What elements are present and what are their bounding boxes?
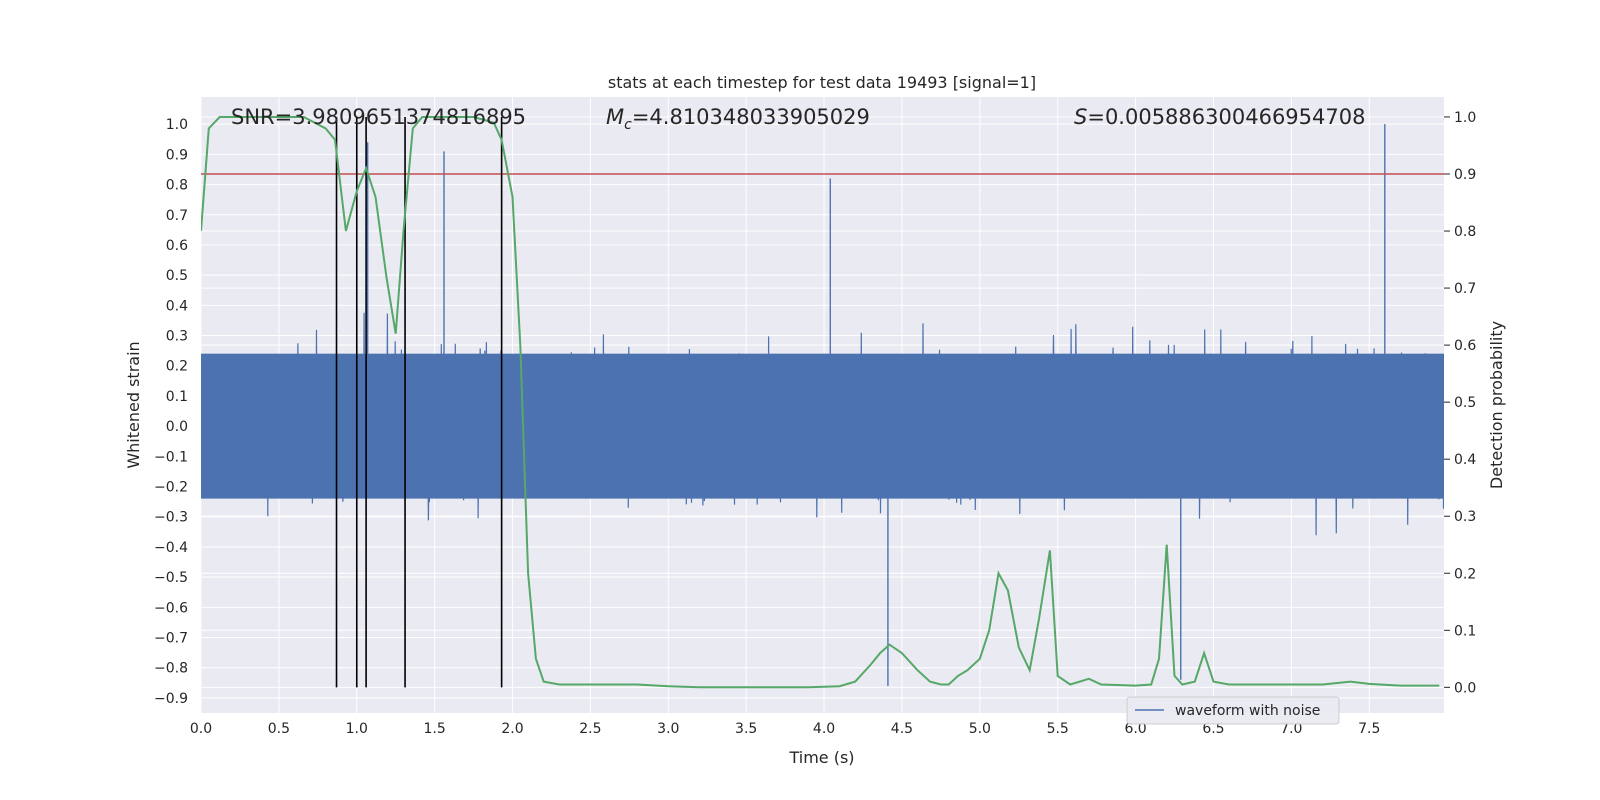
s-value: =0.005886300466954708 bbox=[1087, 105, 1365, 129]
y-right-tick-label: 0.1 bbox=[1454, 623, 1476, 639]
y-left-tick-label: 0.3 bbox=[166, 329, 188, 345]
y-right-tick-label: 0.3 bbox=[1454, 509, 1476, 525]
chirp-mass-value: =4.810348033905029 bbox=[632, 105, 870, 129]
y-left-tick-label: 0.7 bbox=[166, 208, 188, 224]
y-right-tick-label: 0.0 bbox=[1454, 680, 1476, 696]
y-right-tick-label: 0.2 bbox=[1454, 566, 1476, 582]
y-left-tick-label: −0.2 bbox=[154, 480, 188, 496]
y-left-tick-label: −0.4 bbox=[154, 540, 188, 556]
y-right-tick-label: 0.5 bbox=[1454, 395, 1476, 411]
x-tick-label: 7.0 bbox=[1280, 721, 1302, 737]
legend-box bbox=[1126, 696, 1340, 725]
y-right-tick-labels: 0.0 0.1 0.2 0.3 0.4 0.5 0.6 0.7 0.8 0.9 1.0 bbox=[1444, 110, 1476, 696]
s-symbol: S bbox=[1074, 105, 1087, 129]
x-tick-label: 7.5 bbox=[1358, 721, 1380, 737]
y-left-tick-label: 0.4 bbox=[166, 298, 188, 314]
y-left-tick-label: 0.1 bbox=[166, 389, 188, 405]
detection-probability-line bbox=[201, 116, 1440, 689]
y-left-tick-label: 0.9 bbox=[166, 147, 188, 163]
s-annotation: S=0.005886300466954708 bbox=[1074, 105, 1365, 129]
y-right-tick-label: 0.9 bbox=[1454, 167, 1476, 183]
detection-probability-series bbox=[201, 116, 1440, 689]
legend: waveform with noise bbox=[1126, 696, 1340, 725]
x-tick-label: 1.5 bbox=[424, 721, 446, 737]
x-tick-labels: 0.0 0.5 1.0 1.5 2.0 2.5 3.0 3.5 4.0 4.5 5.0 5.5 6.0 6… bbox=[190, 721, 1380, 737]
waveform-band bbox=[201, 353, 1444, 499]
chirp-mass-symbol: M bbox=[606, 105, 624, 129]
x-tick-label: 0.0 bbox=[190, 721, 212, 737]
x-tick-label: 6.0 bbox=[1124, 721, 1146, 737]
y-right-tick-label: 1.0 bbox=[1454, 110, 1476, 126]
y-left-axis-label: Whitened strain bbox=[124, 341, 143, 468]
y-left-tick-label: −0.3 bbox=[154, 510, 188, 526]
x-axis-label: Time (s) bbox=[788, 748, 854, 767]
y-left-tick-label: −0.7 bbox=[154, 631, 188, 647]
x-tick-label: 5.5 bbox=[1047, 721, 1069, 737]
chirp-mass-annotation: Mc=4.810348033905029 bbox=[606, 105, 870, 133]
waveform-series bbox=[201, 124, 1444, 686]
x-tick-label: 3.0 bbox=[657, 721, 679, 737]
y-left-tick-label: 0.6 bbox=[166, 238, 188, 254]
y-left-tick-label: −0.9 bbox=[154, 691, 188, 707]
y-left-tick-label: 0.0 bbox=[166, 419, 188, 435]
y-right-tick-label: 0.8 bbox=[1454, 224, 1476, 240]
y-right-tick-label: 0.4 bbox=[1454, 452, 1476, 468]
y-left-tick-label: −0.8 bbox=[154, 661, 188, 677]
x-tick-label: 4.0 bbox=[813, 721, 835, 737]
y-left-tick-label: 1.0 bbox=[166, 117, 188, 133]
x-tick-label: 2.0 bbox=[501, 721, 523, 737]
x-tick-label: 3.5 bbox=[735, 721, 757, 737]
y-left-tick-label: −0.1 bbox=[154, 449, 188, 465]
y-left-tick-label: 0.2 bbox=[166, 359, 188, 375]
y-left-tick-labels: −0.9 −0.8 −0.7 −0.6 −0.5 −0.4 −0.3 −0.2 −0.1 0.0 0… bbox=[154, 117, 188, 707]
legend-label: waveform with noise bbox=[1175, 703, 1320, 719]
y-right-tick-label: 0.6 bbox=[1454, 338, 1476, 354]
y-right-tick-label: 0.7 bbox=[1454, 281, 1476, 297]
x-tick-label: 1.0 bbox=[346, 721, 368, 737]
snr-annotation: SNR=3.9809651374816895 bbox=[231, 105, 526, 129]
x-tick-label: 4.5 bbox=[891, 721, 913, 737]
y-left-tick-label: −0.5 bbox=[154, 570, 188, 586]
chart-title: stats at each timestep for test data 194… bbox=[608, 73, 1036, 92]
x-tick-label: 0.5 bbox=[268, 721, 290, 737]
x-tick-label: 6.5 bbox=[1202, 721, 1224, 737]
y-right-axis-label: Detection probability bbox=[1487, 321, 1506, 489]
y-left-tick-label: 0.8 bbox=[166, 178, 188, 194]
x-tick-label: 5.0 bbox=[969, 721, 991, 737]
chirp-mass-subscript: c bbox=[624, 117, 632, 133]
y-left-tick-label: −0.6 bbox=[154, 600, 188, 616]
x-tick-label: 2.5 bbox=[579, 721, 601, 737]
y-left-tick-label: 0.5 bbox=[166, 268, 188, 284]
